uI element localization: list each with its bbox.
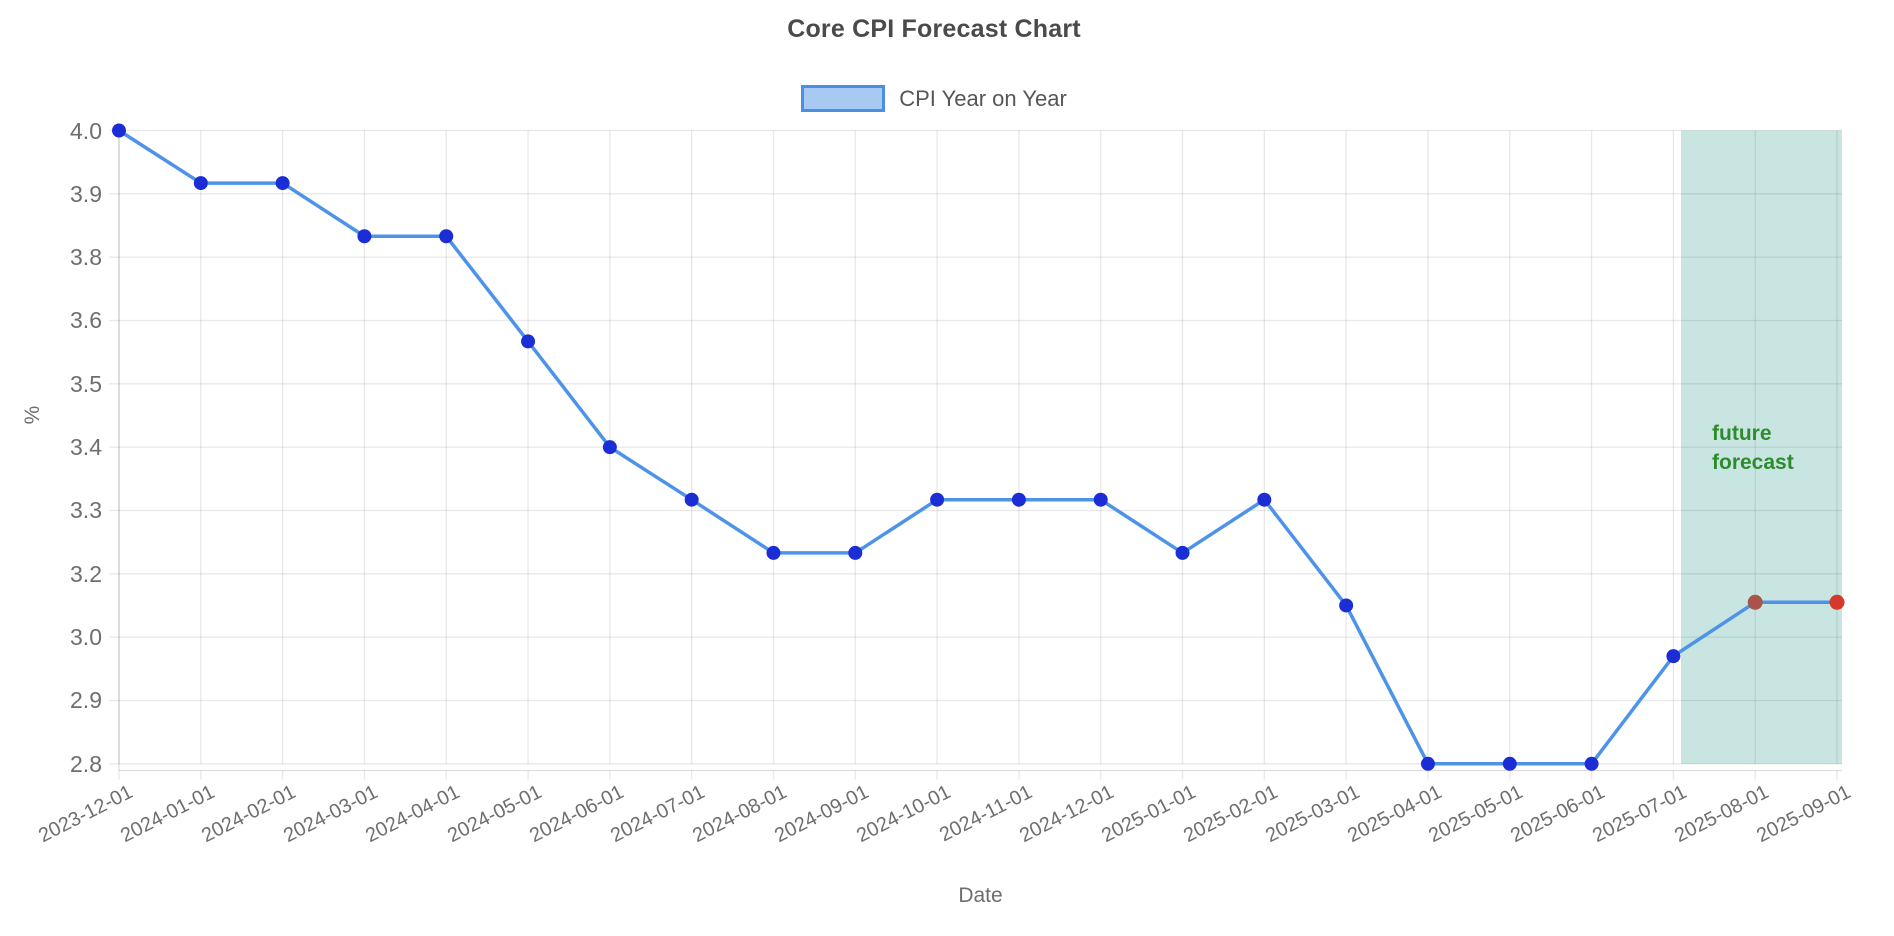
data-point[interactable] bbox=[602, 440, 617, 455]
data-point[interactable] bbox=[275, 176, 290, 191]
y-axis-tick-label: 3.0 bbox=[70, 624, 102, 651]
y-axis-tick-label: 4.0 bbox=[70, 117, 102, 144]
data-point[interactable] bbox=[1339, 598, 1354, 613]
data-point[interactable] bbox=[1584, 756, 1599, 771]
data-point[interactable] bbox=[848, 545, 863, 560]
data-point[interactable] bbox=[439, 229, 454, 244]
y-axis-title: % bbox=[21, 405, 44, 425]
data-point[interactable] bbox=[193, 176, 208, 191]
chart-legend: CPI Year on Year bbox=[0, 85, 1868, 112]
forecast-band bbox=[1681, 130, 1842, 764]
data-point[interactable] bbox=[1257, 492, 1272, 507]
cpi-line bbox=[117, 128, 1839, 766]
legend-item[interactable]: CPI Year on Year bbox=[801, 85, 1067, 112]
y-axis-tick-label: 3.5 bbox=[70, 370, 102, 397]
y-axis-tick-label: 3.4 bbox=[70, 434, 102, 461]
data-point[interactable] bbox=[1666, 649, 1681, 664]
data-point[interactable] bbox=[1093, 492, 1108, 507]
data-point[interactable] bbox=[521, 334, 536, 349]
y-axis-tick-label: 3.2 bbox=[70, 560, 102, 587]
x-axis-title: Date bbox=[958, 884, 1003, 907]
future-forecast-line2: forecast bbox=[1712, 451, 1794, 474]
data-point[interactable] bbox=[930, 492, 945, 507]
data-point[interactable] bbox=[684, 492, 699, 507]
y-axis-tick-label: 3.9 bbox=[70, 180, 102, 207]
forecast-data-point[interactable] bbox=[1829, 594, 1845, 610]
y-axis-tick-label: 3.8 bbox=[70, 244, 102, 271]
y-axis-tick-label: 3.3 bbox=[70, 497, 102, 524]
y-axis-tick-label: 2.8 bbox=[70, 750, 102, 777]
y-axis-tick-label: 3.6 bbox=[70, 307, 102, 334]
data-point[interactable] bbox=[1011, 492, 1026, 507]
data-point[interactable] bbox=[112, 123, 126, 138]
data-point[interactable] bbox=[357, 229, 372, 244]
future-forecast-line1: future bbox=[1712, 422, 1772, 445]
legend-swatch bbox=[801, 85, 886, 112]
data-point[interactable] bbox=[1420, 756, 1435, 771]
y-axis-tick-label: 2.9 bbox=[70, 687, 102, 714]
chart-title: Core CPI Forecast Chart bbox=[787, 15, 1081, 43]
future-forecast-label: future forecast bbox=[1712, 419, 1794, 477]
data-point[interactable] bbox=[1175, 545, 1190, 560]
forecast-data-point[interactable] bbox=[1747, 594, 1763, 610]
legend-label: CPI Year on Year bbox=[899, 85, 1067, 111]
data-point[interactable] bbox=[1502, 756, 1517, 771]
data-point[interactable] bbox=[766, 545, 781, 560]
